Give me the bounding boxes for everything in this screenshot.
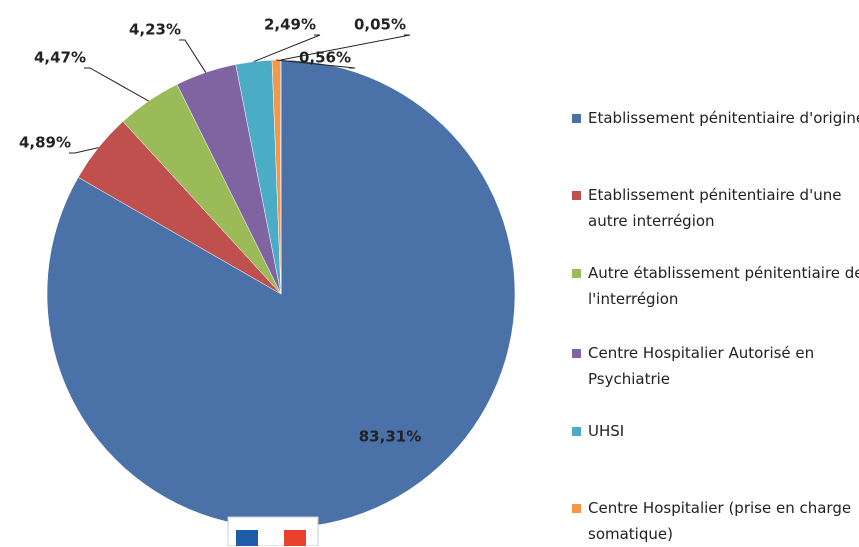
data-label: 83,31% [359,428,421,446]
pie [46,59,516,529]
leader-line [69,147,99,154]
data-label: 4,23% [129,21,181,39]
legend-item: Etablissement pénitentiaire d'une autre … [572,182,859,234]
logo [227,516,319,546]
legend-item: Centre Hospitalier Autorisé en Psychiatr… [572,340,859,392]
legend-item: Autre établissement pénitentiaire de l'i… [572,260,859,312]
leader-line [276,59,356,69]
data-label: 2,49% [264,16,316,34]
legend-label: Centre Hospitalier Autorisé en Psychiatr… [588,344,815,388]
legend-swatch [572,114,581,123]
legend-swatch [572,504,581,513]
legend-label: Centre Hospitalier (prise en charge soma… [588,499,852,543]
legend-item: UHSI [572,418,859,444]
leader-line [280,34,411,61]
legend-label: UHSI [588,422,625,440]
legend-label: Etablissement pénitentiaire d'une autre … [588,186,842,230]
legend-swatch [572,349,581,358]
legend-swatch [572,427,581,436]
data-label: 4,47% [34,49,86,67]
labels: 83,31% 4,89% 4,47% 4,23% 2,49% 0,56%0,05% [19,16,421,446]
legend-label: Autre établissement pénitentiaire de l'i… [588,264,859,308]
data-label: 0,05% [354,16,406,34]
legend-label: Etablissement pénitentiaire d'origine [588,109,859,127]
leader-line [84,67,149,102]
legend-swatch [572,269,581,278]
leader-line [253,34,321,63]
legend-item: Centre Hospitalier (prise en charge soma… [572,495,859,547]
legend-swatch [572,191,581,200]
legend-item: Etablissement pénitentiaire d'origine [572,105,859,131]
data-label: 4,89% [19,134,71,152]
leader-line [179,39,207,73]
data-label: 0,56% [299,49,351,67]
